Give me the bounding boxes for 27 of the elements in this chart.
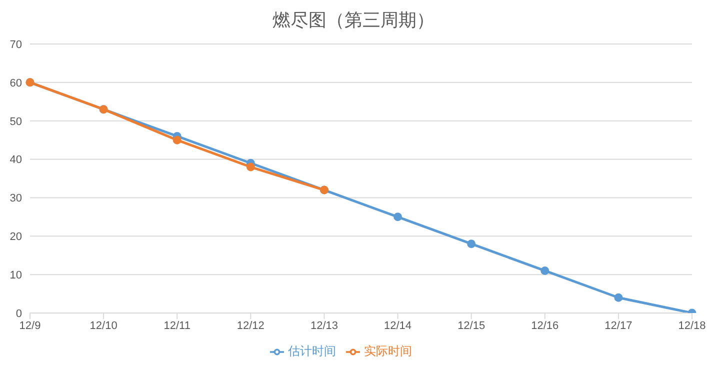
point xyxy=(614,293,623,302)
point xyxy=(467,240,476,248)
y-tick-label: 0 xyxy=(16,308,22,320)
legend-label: 估计时间 xyxy=(288,344,336,358)
legend-label: 实际时间 xyxy=(364,344,412,358)
x-tick-label: 12/10 xyxy=(90,320,118,332)
y-tick-label: 60 xyxy=(10,77,22,90)
x-tick-label: 12/12 xyxy=(236,320,264,332)
y-tick-label: 20 xyxy=(10,231,22,244)
y-tick-label: 50 xyxy=(10,116,22,128)
y-tick-label: 40 xyxy=(10,154,22,166)
x-tick-label: 12/18 xyxy=(678,320,706,332)
x-tick-label: 12/13 xyxy=(310,320,338,332)
point xyxy=(172,136,182,144)
x-tick-label: 12/14 xyxy=(384,320,412,332)
x-tick-label: 12/17 xyxy=(604,320,632,332)
x-tick-label: 12/9 xyxy=(19,320,41,332)
point xyxy=(540,266,550,275)
y-tick-label: 70 xyxy=(10,38,22,51)
x-tick-label: 12/11 xyxy=(164,320,190,332)
point xyxy=(394,212,402,222)
y-tick-label: 30 xyxy=(10,192,22,205)
chart-title: 燃尽图（第三周期） xyxy=(272,9,436,32)
y-tick-label: 10 xyxy=(10,269,22,282)
x-tick-label: 12/16 xyxy=(531,320,559,332)
point xyxy=(246,162,255,172)
x-tick-label: 12/15 xyxy=(458,320,486,332)
